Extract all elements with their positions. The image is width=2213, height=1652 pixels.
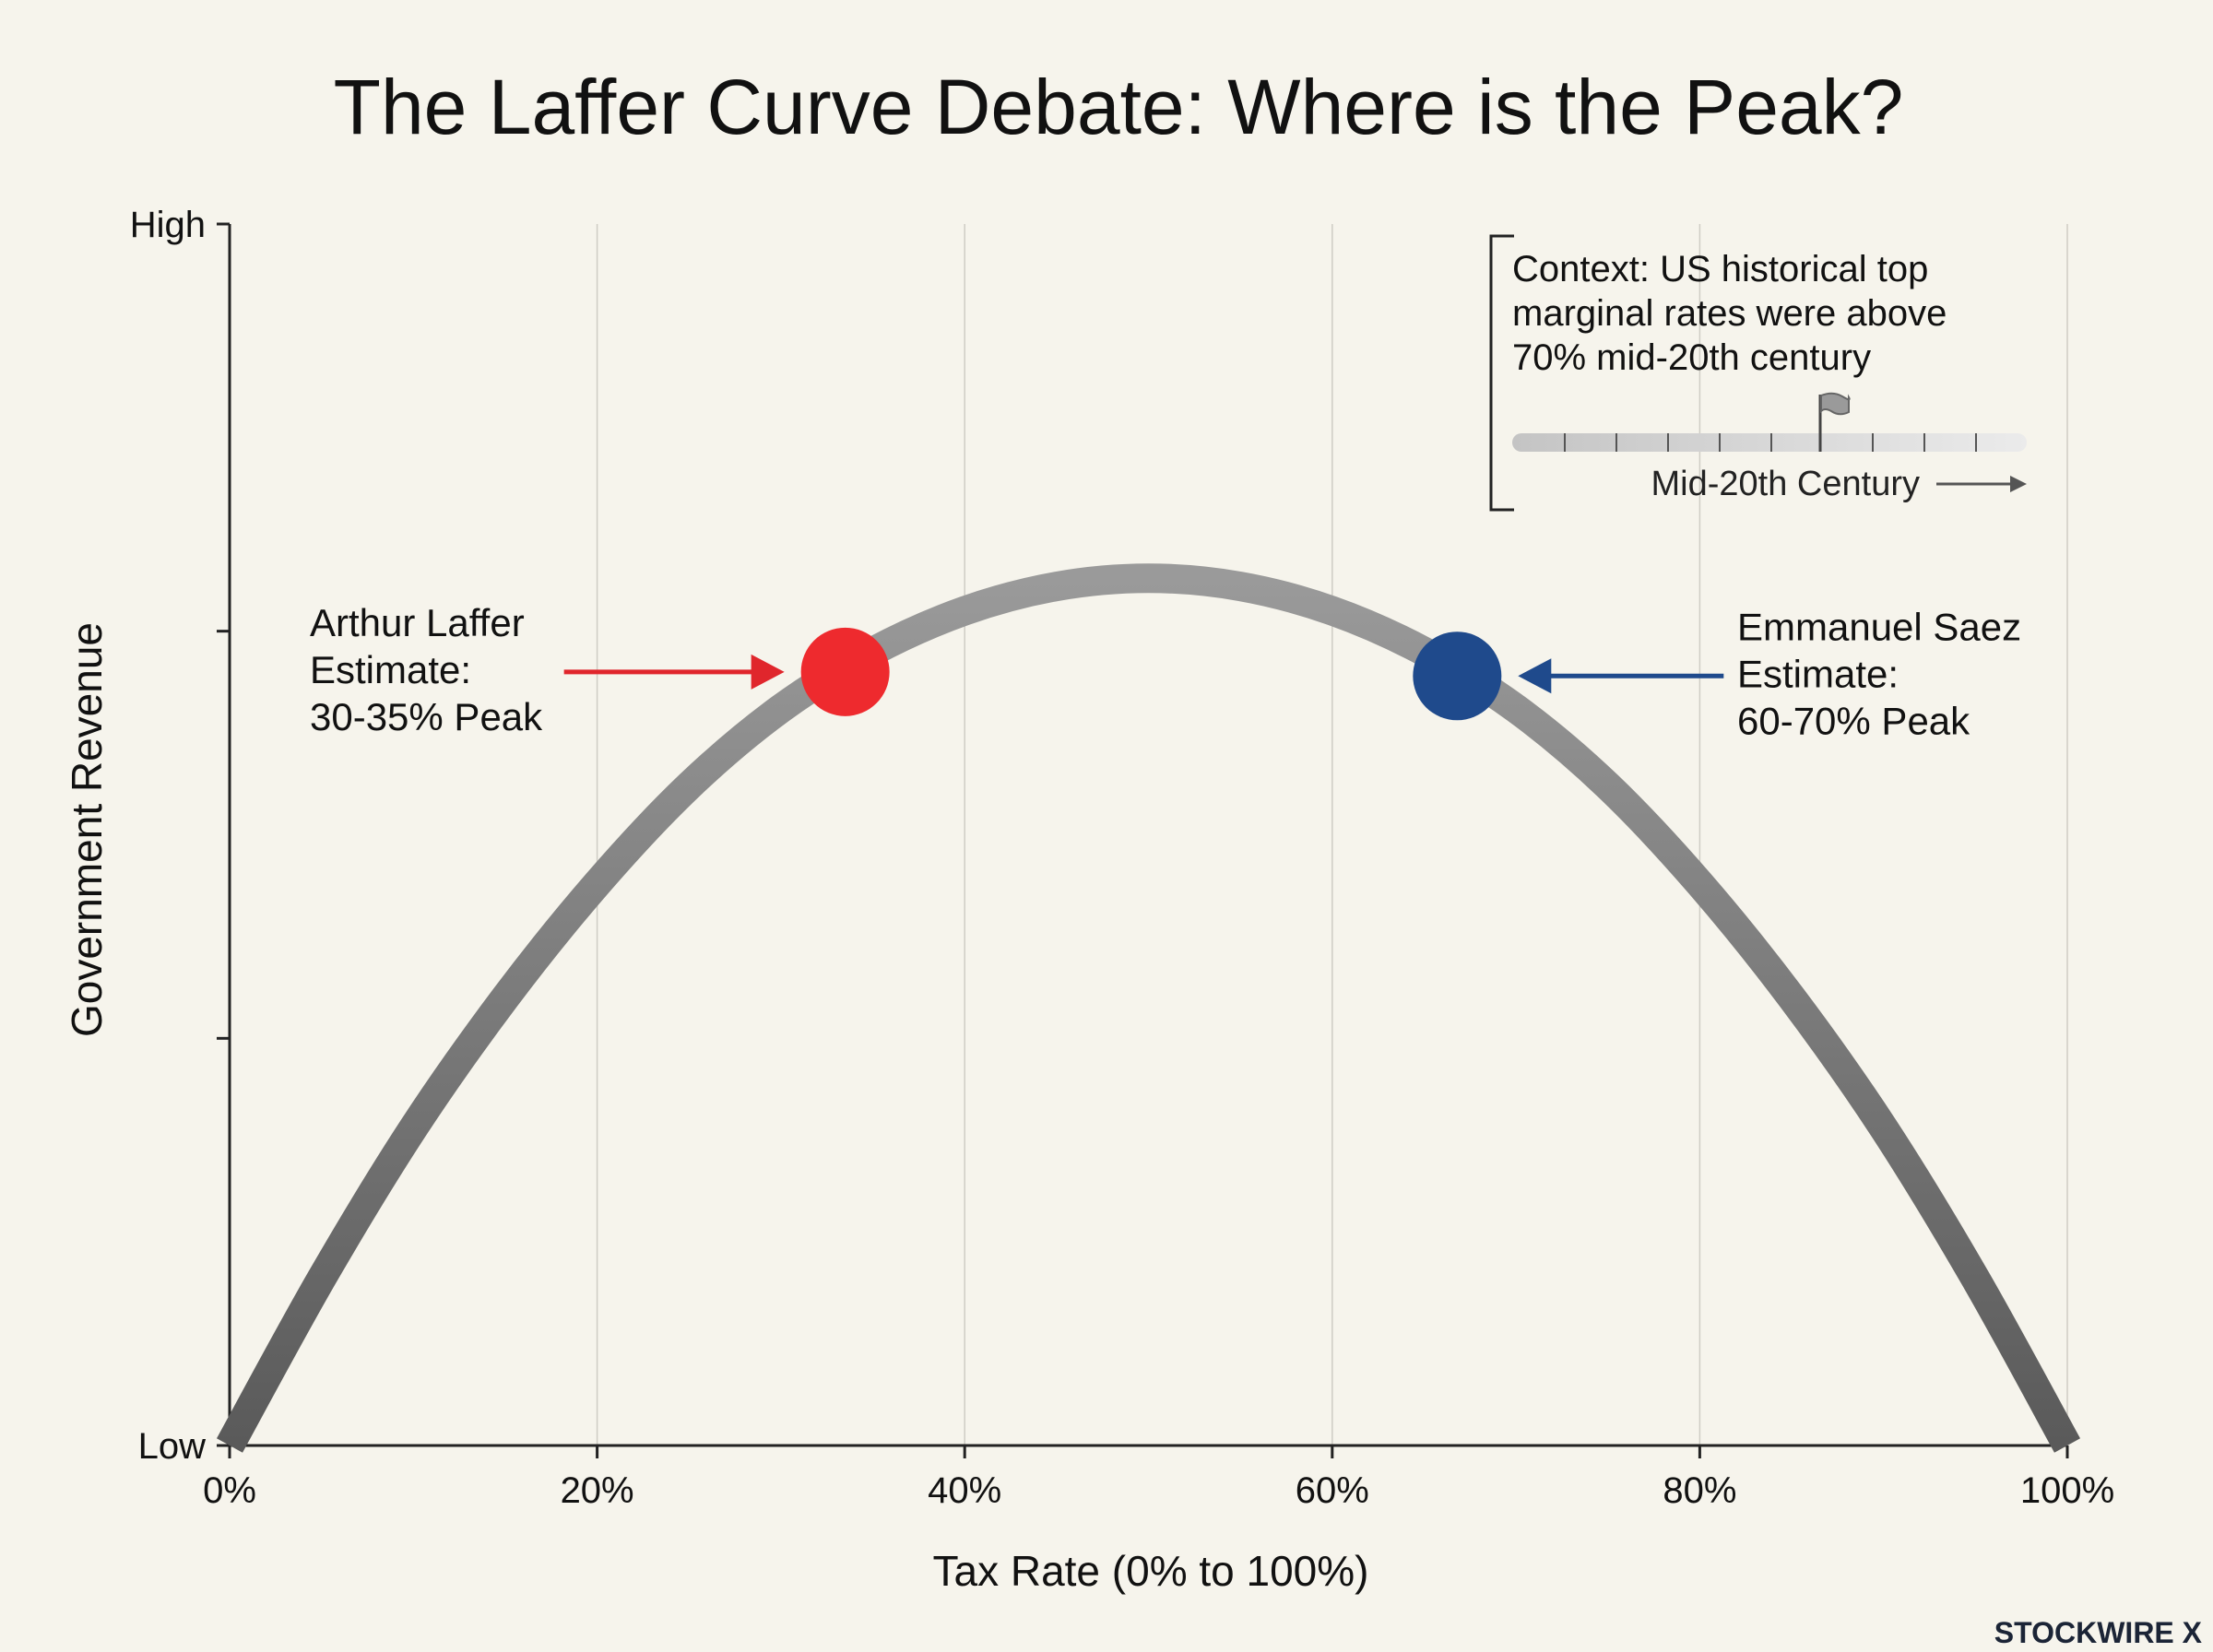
watermark-text: STOCKWIRE X <box>1994 1616 2203 1649</box>
context-line-1: Context: US historical top <box>1512 249 1928 289</box>
x-tick-label: 60% <box>1296 1470 1369 1511</box>
series-layer <box>216 563 2081 1453</box>
y-axis-label: Government Revenue <box>63 622 111 1037</box>
estimate-marker <box>1413 631 1502 721</box>
axes-layer: 0% 20% 40% 60% 80% 100% Low High <box>130 205 2114 1511</box>
context-box: Context: US historical top marginal rate… <box>1489 234 2027 512</box>
x-tick-label: 20% <box>561 1470 634 1511</box>
x-tick-label: 100% <box>2020 1470 2114 1511</box>
context-timeline-ticks <box>1564 433 1977 452</box>
context-timeline-bar <box>1512 433 2027 452</box>
y-tick-label: High <box>130 205 206 245</box>
watermark: STOCKWIRE X <box>1994 1616 2203 1649</box>
context-timeline-label: Mid-20th Century <box>1651 465 1920 503</box>
context-line-3: 70% mid-20th century <box>1512 337 1871 378</box>
arrow-head-icon <box>1518 658 1552 694</box>
chart-title: The Laffer Curve Debate: Where is the Pe… <box>334 64 1904 150</box>
estimate-label-line: 30-35% Peak <box>310 695 543 738</box>
x-tick-label: 0% <box>203 1470 256 1511</box>
right-arrow-icon <box>1936 476 2027 492</box>
estimate-label-line: Estimate: <box>310 648 471 691</box>
estimate-label-line: 60-70% Peak <box>1737 699 1970 742</box>
context-line-2: marginal rates were above <box>1512 293 1947 334</box>
x-axis-label: Tax Rate (0% to 100%) <box>932 1547 1368 1595</box>
x-tick-label: 40% <box>928 1470 1001 1511</box>
arrow-head-icon <box>751 654 785 690</box>
estimate-label-line: Emmanuel Saez <box>1737 605 2021 648</box>
x-tick-label: 80% <box>1663 1470 1736 1511</box>
context-bracket <box>1489 234 1514 512</box>
y-tick-label: Low <box>138 1426 206 1467</box>
estimate-label-line: Estimate: <box>1737 652 1899 695</box>
flag-icon <box>1818 392 1851 452</box>
estimate-label-line: Arthur Laffer <box>310 601 525 644</box>
estimate-marker <box>800 627 890 716</box>
grid-layer <box>596 224 2068 1446</box>
laffer-curve-line <box>216 563 2081 1453</box>
